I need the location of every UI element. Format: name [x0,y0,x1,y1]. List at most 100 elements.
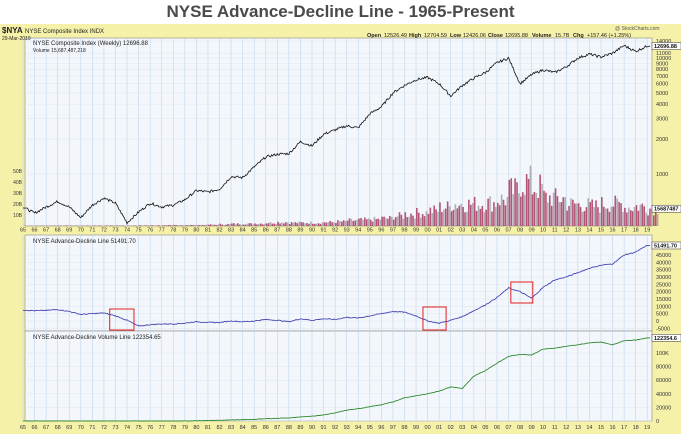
volume-bar [568,205,570,226]
volume-bar [200,224,202,226]
volume-bar [616,198,619,226]
volume-bar [161,225,164,226]
y-tick-label: 30000 [656,275,671,281]
x-tick-label: 18 [633,425,639,431]
volume-bar [545,192,547,226]
volume-bar [543,190,545,226]
volume-bar [400,214,403,226]
volume-bar [188,224,191,226]
last-value-label: 122354.6 [654,336,677,342]
ad-volume-panel [24,330,653,422]
volume-bar [464,212,466,226]
x-tick-label: 10 [540,228,546,234]
x-tick-label: 77 [159,425,165,431]
y-tick-label: 11000 [656,51,671,57]
volume-bar [402,218,405,226]
x-tick-label: 01 [436,228,442,234]
volume-bar [643,206,645,226]
volume-bar [233,223,235,226]
volume-bar [593,206,595,226]
volume-bar [281,222,283,226]
volume-bar [207,224,210,226]
x-tick-label: 19 [644,425,650,431]
volume-bar [371,221,374,226]
volume-bar [396,216,399,226]
x-tick-label: 89 [297,425,303,431]
volume-bar [190,224,193,226]
x-tick-label: 15 [598,228,604,234]
volume-bar [431,212,434,226]
volume-bar [423,216,426,226]
x-tick-label: 83 [228,228,234,234]
x-tick-label: 07 [505,425,511,431]
volume-bar [248,223,251,226]
ad-line [22,245,651,327]
volume-bar [109,225,112,226]
volume-bar [173,224,175,226]
volume-bar [493,202,495,226]
x-tick-label: 18 [633,228,639,234]
x-tick-label: 76 [147,228,153,234]
x-tick-label: 67 [43,425,49,431]
x-tick-label: 71 [89,228,95,234]
volume-bar [202,224,204,226]
volume-bar [531,194,534,226]
volume-bar [491,211,493,226]
volume-bar [612,206,615,226]
volume-bar [265,223,268,226]
volume-bar [179,225,181,226]
volume-bar [550,205,553,226]
ad-line-legend: NYSE Advance-Decline Line 51491.70 [33,239,136,245]
volume-bar [421,213,424,226]
volume-bar [597,207,599,226]
volume-bar [433,205,435,226]
volume-bar [142,225,145,226]
volume-bar [637,210,640,226]
volume-bar [329,220,331,226]
volume-bar [477,205,480,226]
volume-bar [215,225,218,226]
volume-bar [275,224,277,226]
x-tick-label: 11 [552,228,558,234]
x-tick-label: 90 [309,425,315,431]
volume-bar [296,223,299,226]
volume-bar [514,178,516,226]
volume-bar [479,208,482,226]
x-tick-label: 75 [136,228,142,234]
x-tick-label: 91 [320,425,326,431]
volume-bar [404,212,407,226]
x-tick-label: 65 [20,228,26,234]
volume-bar [552,192,555,226]
volume-bar [221,224,224,226]
x-tick-label: 09 [529,228,535,234]
x-tick-label: 96 [378,425,384,431]
volume-bar [589,202,592,226]
y-tick-label: 14000 [656,39,671,45]
volume-bar [443,209,445,226]
volume-bar [163,225,166,226]
volume-tick-label: 20B [13,202,23,208]
volume-bar [383,216,385,226]
volume-bar [608,211,611,226]
volume-bar [618,201,620,226]
volume-label: Volume [532,33,551,39]
volume-bar [219,223,222,226]
volume-bar [331,222,333,226]
x-tick-label: 97 [390,228,396,234]
volume-bar [148,225,150,226]
volume-bar [327,222,330,226]
y-tick-label: 40000 [656,392,671,398]
x-tick-label: 99 [413,228,419,234]
x-tick-label: 04 [471,228,477,234]
x-tick-label: 73 [112,228,118,234]
volume-bar [456,208,459,226]
volume-bar [105,225,108,226]
volume-bar [283,223,285,226]
volume-bar [529,165,532,226]
volume-bar [525,174,528,226]
volume-bar [67,225,69,226]
volume-bar [313,223,316,226]
volume-bar [556,196,559,226]
y-tick-label: 6000 [656,82,668,88]
last-value-tag [651,204,681,213]
